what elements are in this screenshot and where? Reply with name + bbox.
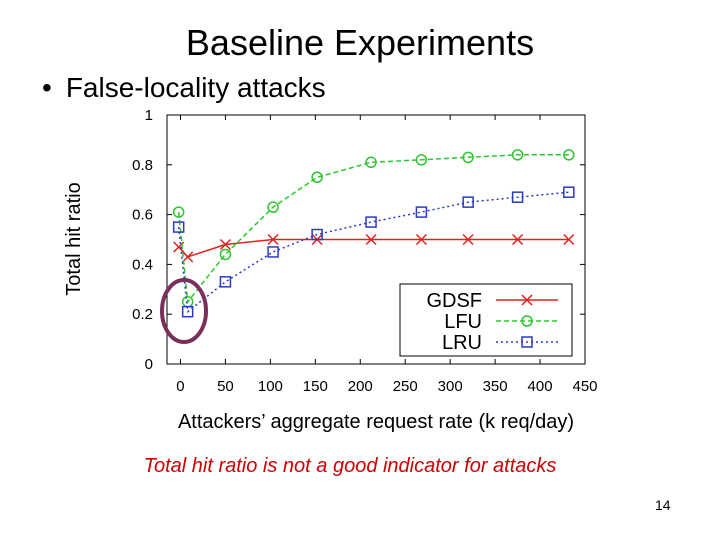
data-point-lru (462, 196, 474, 208)
x-marker-stroke (219, 238, 231, 251)
y-tick-label: 0.8 (132, 157, 153, 174)
data-point-lru (219, 276, 232, 288)
y-tick-label: 0.2 (132, 306, 153, 323)
x-tick-label: 200 (348, 378, 373, 395)
data-point-lfu (172, 206, 185, 218)
x-marker-stroke (521, 294, 533, 306)
data-point-gdsf (182, 251, 194, 263)
legend-label-lfu: LFU (444, 311, 482, 333)
legend-marker-lru (521, 336, 533, 348)
data-point-gdsf (365, 233, 377, 246)
legend-label-lru: LRU (442, 332, 482, 354)
data-point-lfu (415, 154, 428, 166)
legend-label-gdsf: GDSF (426, 290, 482, 312)
x-tick-label: 50 (217, 378, 234, 395)
data-point-lru (311, 228, 323, 241)
data-point-lfu (365, 156, 377, 169)
x-marker-stroke (415, 233, 427, 246)
data-point-gdsf (219, 238, 231, 251)
data-point-lru (415, 206, 428, 218)
legend-marker-lfu (521, 315, 533, 327)
data-point-lfu (311, 171, 323, 183)
x-tick-label: 0 (176, 378, 184, 395)
data-point-lru (267, 246, 279, 258)
slide-note: Total hit ratio is not a good indicator … (143, 455, 557, 477)
series-line-lru (177, 191, 569, 314)
x-marker-stroke (512, 233, 524, 246)
x-tick-label: 100 (258, 378, 283, 395)
y-tick-label: 0.4 (132, 256, 153, 273)
x-marker-stroke (173, 241, 185, 253)
x-tick-label: 450 (572, 378, 597, 395)
chart-series (172, 149, 575, 318)
x-marker-stroke (267, 233, 279, 246)
page-number: 14 (655, 497, 671, 513)
data-point-lru (172, 221, 185, 233)
series-gdsf (173, 233, 575, 263)
legend-box (399, 283, 573, 357)
data-point-gdsf (563, 233, 575, 246)
data-point-lru (511, 191, 524, 203)
data-point-gdsf (512, 233, 524, 246)
data-point-lfu (462, 151, 474, 164)
legend-marker-gdsf (521, 294, 533, 306)
x-axis-ticks: 0 50 100 150 200 250 300 350 400 450 (176, 115, 598, 395)
data-point-gdsf (462, 233, 474, 246)
hit-ratio-chart: 0 50 100 150 200 250 300 350 400 450 0 0.2 0.4 0.6 0.… (63, 107, 598, 433)
x-marker-stroke (563, 233, 575, 246)
x-tick-label: 150 (303, 378, 328, 395)
y-tick-label: 0.6 (132, 207, 153, 224)
series-lru (172, 186, 575, 318)
data-point-gdsf (173, 241, 185, 253)
x-tick-label: 300 (438, 378, 463, 395)
data-point-gdsf (415, 233, 427, 246)
bullet-dot-icon: • (42, 72, 52, 103)
data-point-lfu (219, 248, 232, 261)
data-point-lfu (563, 149, 575, 161)
data-point-lru (181, 305, 194, 318)
data-point-lru (365, 216, 377, 228)
slide-title: Baseline Experiments (185, 22, 535, 63)
bullet-text: False-locality attacks (65, 72, 326, 103)
series-line-lfu (177, 154, 569, 304)
x-marker-stroke (365, 233, 377, 246)
x-marker-stroke (182, 251, 194, 263)
data-point-lfu (267, 201, 279, 213)
y-axis-ticks: 0 0.2 0.4 0.6 0.8 1 (132, 107, 585, 373)
x-tick-label: 350 (483, 378, 508, 395)
bullet-item: • False-locality attacks (42, 72, 326, 104)
series-line-gdsf (178, 238, 569, 258)
plot-frame (166, 114, 586, 365)
x-marker-stroke (462, 233, 474, 246)
data-point-gdsf (267, 233, 279, 246)
data-point-lfu (511, 149, 524, 161)
data-point-lru (563, 186, 575, 198)
x-tick-label: 250 (393, 378, 418, 395)
x-tick-label: 400 (528, 378, 553, 395)
y-tick-label: 0 (145, 356, 153, 373)
y-tick-label: 1 (145, 107, 153, 124)
y-axis-label: Total hit ratio (63, 182, 85, 295)
x-axis-label: Attackers’ aggregate request rate (k req… (178, 411, 574, 433)
series-lfu (172, 149, 575, 308)
attack-highlight-ellipse (160, 278, 208, 344)
